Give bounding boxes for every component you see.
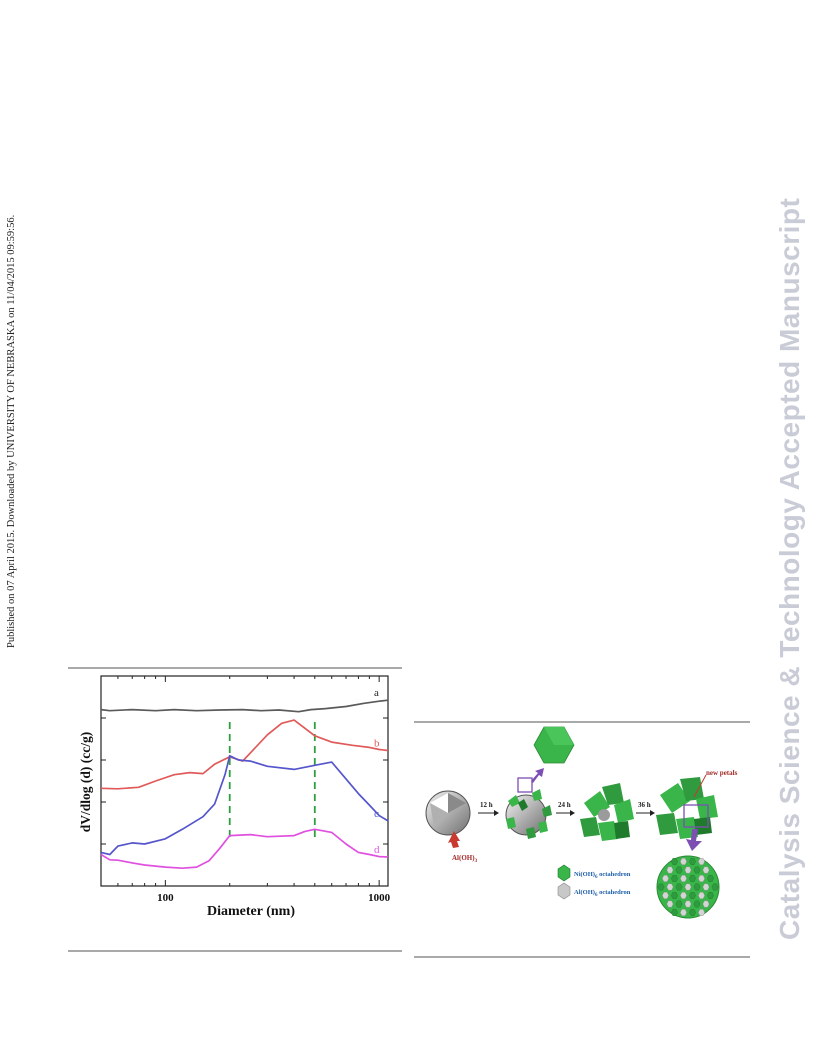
nickel-hexagon-zoom — [533, 726, 575, 764]
manuscript-watermark: Catalysis Science & Technology Accepted … — [774, 197, 805, 940]
x-tick-label: 1000 — [368, 892, 391, 904]
publication-note: Published on 07 April 2015. Downloaded b… — [6, 214, 17, 648]
reference-lines — [228, 722, 316, 842]
sphere-with-petals — [505, 768, 552, 839]
release-arrow-icon — [448, 831, 460, 848]
flower-36h — [656, 774, 718, 839]
series-line-a — [100, 699, 389, 713]
nickel-octahedron — [671, 858, 678, 865]
series-lines — [100, 699, 389, 870]
nickel-octahedron — [671, 892, 678, 899]
new-petals-label: new petals — [706, 769, 738, 777]
aluminum-octahedron — [702, 866, 710, 874]
aluminum-octahedron — [666, 900, 674, 908]
x-axis-label: Diameter (nm) — [207, 904, 295, 919]
release-label: Al(OH)3 — [452, 854, 478, 864]
aluminum-octahedron — [662, 892, 669, 899]
figure-bottom-rule — [68, 950, 402, 952]
mixed-lattice-sphere — [656, 855, 720, 919]
initial-sphere — [425, 790, 471, 836]
step-label-36h: 36 h — [638, 801, 651, 809]
aluminum-octahedron — [698, 909, 705, 916]
legend-nickel: Ni(OH)6 octahedron — [557, 864, 631, 882]
nickel-octahedron — [711, 883, 719, 891]
nickel-octahedron — [689, 875, 696, 882]
aluminum-octahedron — [684, 900, 692, 908]
nickel-octahedron — [675, 866, 683, 874]
nickel-octahedron — [707, 875, 714, 882]
plot-area — [100, 675, 389, 887]
aluminum-octahedron — [684, 883, 692, 891]
down-arrow-icon — [686, 829, 702, 851]
aluminum-octahedron — [702, 883, 710, 891]
aluminum-octahedron — [662, 875, 669, 882]
aluminum-octahedron — [698, 875, 705, 882]
nickel-octahedron — [675, 900, 683, 908]
aluminum-octahedron — [702, 900, 710, 908]
step-label-24h: 24 h — [558, 801, 571, 809]
nickel-octahedron — [689, 858, 696, 865]
aluminum-octahedron — [684, 866, 692, 874]
aluminum-octahedron — [666, 883, 674, 891]
series-labels: a b c d — [374, 687, 380, 856]
legend-aluminum: Al(OH)6 octahedron — [557, 882, 631, 900]
series-label-d: d — [374, 844, 380, 856]
aluminum-octahedron — [680, 892, 687, 899]
nickel-octahedron — [671, 909, 678, 916]
series-label-a: a — [374, 687, 379, 699]
nickel-octahedron — [707, 892, 714, 899]
flower-24h — [580, 783, 634, 841]
nickel-octahedron — [671, 875, 678, 882]
figure-top-rule — [68, 667, 402, 669]
aluminum-octahedron — [698, 892, 705, 899]
svg-text:Ni(OH)6 octahedron: Ni(OH)6 octahedron — [574, 871, 631, 880]
nickel-octahedron — [693, 866, 701, 874]
plot-frame — [100, 675, 389, 887]
aluminum-octahedron — [698, 858, 705, 865]
growth-scheme: Al(OH)3 12 h 24 h 36 h — [425, 726, 738, 919]
series-line-c — [100, 754, 389, 856]
aluminum-octahedron — [680, 875, 687, 882]
step-label-12h: 12 h — [480, 801, 493, 809]
series-label-b: b — [374, 738, 380, 750]
series-line-d — [100, 828, 389, 870]
nickel-octahedron — [693, 883, 701, 891]
nickel-octahedron — [693, 900, 701, 908]
nickel-octahedron — [689, 909, 696, 916]
svg-text:Al(OH)6 octahedron: Al(OH)6 octahedron — [574, 889, 631, 898]
pore-size-chart: 100 1000 a b c d Diameter (nm) dV/dlog (d) (… — [78, 675, 391, 919]
nickel-octahedron — [675, 883, 683, 891]
aluminum-octahedron — [680, 909, 687, 916]
aluminum-octahedron — [680, 858, 687, 865]
series-label-c: c — [374, 808, 379, 820]
scheme-bottom-rule — [414, 956, 750, 958]
y-axis-label: dV/dlog (d) (cc/g) — [78, 732, 93, 833]
nickel-octahedron — [689, 892, 696, 899]
aluminum-octahedron — [666, 866, 674, 874]
x-tick-label: 100 — [157, 892, 174, 904]
nickel-octahedron — [657, 883, 665, 891]
axis-ticks: 100 1000 — [100, 676, 391, 904]
scheme-top-rule — [414, 721, 750, 723]
